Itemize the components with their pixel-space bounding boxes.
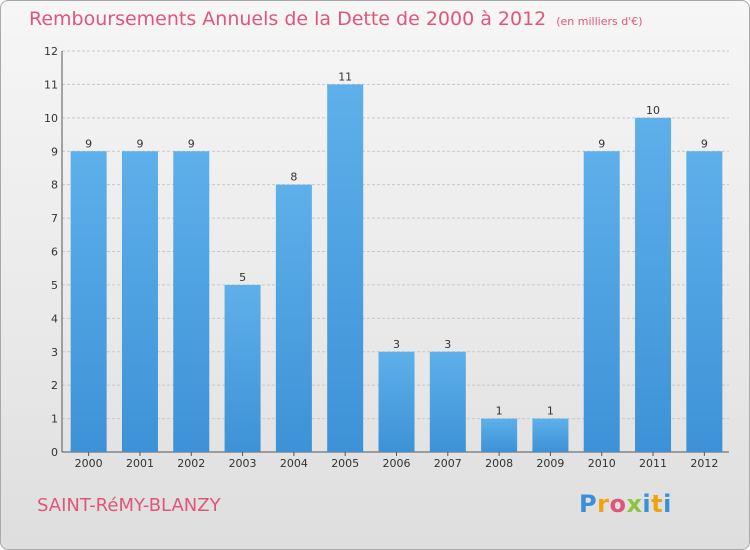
y-tick-label: 9 — [51, 145, 58, 158]
bar-value-label: 9 — [598, 137, 605, 150]
x-tick-label: 2005 — [331, 457, 359, 470]
y-tick-label: 10 — [44, 112, 58, 125]
y-tick-label: 12 — [44, 45, 58, 58]
logo-letter: P — [579, 490, 598, 518]
bar-value-label: 8 — [290, 171, 297, 184]
y-tick-label: 11 — [44, 78, 58, 91]
bar — [173, 151, 210, 452]
logo-letter: x — [626, 490, 643, 518]
bar-value-label: 11 — [338, 70, 352, 83]
y-tick-label: 2 — [51, 379, 58, 392]
bar — [327, 84, 364, 453]
bar-value-label: 3 — [393, 338, 400, 351]
bar-value-label: 1 — [496, 405, 503, 418]
logo-letter: t — [651, 490, 664, 518]
chart-title: Remboursements Annuels de la Dette de 20… — [29, 8, 643, 30]
logo-letter: i — [642, 490, 652, 518]
y-tick-label: 6 — [51, 246, 58, 259]
y-tick-label: 3 — [51, 346, 58, 359]
x-tick-label: 2003 — [229, 457, 257, 470]
bar — [275, 184, 312, 452]
commune-name: SAINT-RéMY-BLANZY — [37, 495, 221, 516]
logo-letter: i — [663, 490, 672, 518]
bar-value-label: 1 — [547, 405, 554, 418]
bar — [532, 418, 569, 452]
x-tick-label: 2000 — [75, 457, 103, 470]
bar-value-label: 9 — [85, 137, 92, 150]
bar — [70, 151, 107, 452]
x-tick-label: 2007 — [434, 457, 462, 470]
bar — [481, 418, 518, 452]
bar-value-label: 3 — [444, 338, 451, 351]
bar-value-label: 9 — [701, 137, 708, 150]
bar-value-label: 10 — [646, 104, 660, 117]
x-tick-label: 2002 — [177, 457, 205, 470]
bar-value-label: 5 — [239, 271, 246, 284]
bar-value-label: 9 — [136, 137, 143, 150]
bar-value-label: 9 — [188, 137, 195, 150]
y-tick-label: 1 — [51, 413, 58, 426]
y-tick-label: 4 — [51, 312, 58, 325]
x-tick-label: 2008 — [485, 457, 513, 470]
y-tick-label: 8 — [51, 179, 58, 192]
bar — [378, 351, 415, 452]
x-tick-label: 2001 — [126, 457, 154, 470]
logo-letter: o — [609, 490, 627, 518]
bar — [121, 151, 158, 452]
y-tick-label: 7 — [51, 212, 58, 225]
proxiti-logo: Proxiti — [579, 490, 672, 518]
x-tick-label: 2004 — [280, 457, 308, 470]
y-tick-label: 5 — [51, 279, 58, 292]
chart-unit: (en milliers d'€) — [556, 15, 643, 28]
x-tick-label: 2009 — [536, 457, 564, 470]
logo-letter: r — [597, 490, 610, 518]
x-tick-label: 2012 — [690, 457, 718, 470]
bar — [635, 117, 672, 452]
y-tick-label: 0 — [51, 446, 58, 459]
x-tick-label: 2006 — [383, 457, 411, 470]
x-tick-label: 2011 — [639, 457, 667, 470]
x-tick-label: 2010 — [588, 457, 616, 470]
chart-title-text: Remboursements Annuels de la Dette de 20… — [29, 8, 547, 30]
bar — [583, 151, 620, 452]
bar — [686, 151, 723, 452]
bar — [224, 284, 261, 452]
bar — [429, 351, 466, 452]
